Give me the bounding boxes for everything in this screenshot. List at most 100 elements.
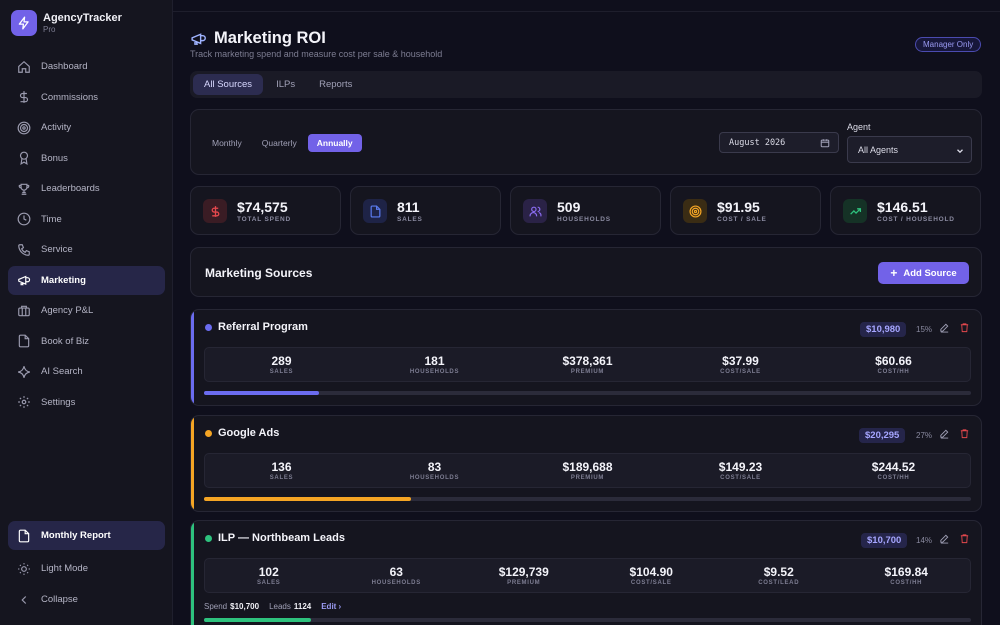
tab-reports[interactable]: Reports — [319, 79, 353, 90]
stat-value: $146.51 — [877, 199, 928, 215]
sidebar-item-label: Service — [41, 244, 73, 255]
source-accent — [191, 310, 194, 405]
megaphone-icon — [190, 30, 207, 47]
agent-select[interactable]: All Agents — [847, 136, 972, 163]
metric-value: 102 — [258, 565, 279, 579]
clock-icon — [17, 212, 31, 226]
pencil-icon[interactable] — [939, 428, 950, 439]
source-percent: 27% — [916, 431, 933, 440]
metric-label: HOUSEHOLDS — [371, 580, 421, 586]
collapse-button[interactable]: Collapse — [8, 584, 165, 615]
pencil-icon[interactable] — [939, 322, 950, 333]
tab-all-sources[interactable]: All Sources — [193, 74, 264, 95]
source-metrics: 102 SALES 63 HOUSEHOLDS $129,739 PREMIUM $1… — [204, 558, 971, 593]
light-mode-toggle[interactable]: Light Mode — [8, 553, 165, 584]
sidebar-item-book-of-biz[interactable]: Book of Biz — [8, 327, 165, 356]
metric-label: COST/LEAD — [758, 580, 800, 586]
app-name: AgencyTracker — [43, 11, 122, 24]
source-accent — [191, 521, 194, 625]
trash-icon[interactable] — [959, 322, 970, 333]
sidebar-item-ai-search[interactable]: AI Search — [8, 357, 165, 386]
calendar-icon[interactable] — [820, 138, 830, 148]
plus-icon: + — [890, 266, 898, 280]
leads-value: 1124 — [293, 602, 312, 611]
period-toggle: Monthly Quarterly Annually — [203, 134, 364, 152]
spend-progress-fill — [204, 497, 412, 501]
metric: $129,739 PREMIUM — [460, 559, 588, 592]
sun-icon — [17, 562, 31, 576]
page-subtitle: Track marketing spend and measure cost p… — [190, 49, 443, 59]
file-icon — [363, 199, 387, 223]
section-title: Marketing Sources — [205, 266, 313, 280]
metric: 289 SALES — [205, 348, 358, 381]
dollar-icon — [17, 90, 31, 104]
trash-icon[interactable] — [959, 428, 970, 439]
metric-value: $37.99 — [722, 354, 759, 368]
sidebar: AgencyTracker Pro Dashboard Commissions … — [0, 0, 173, 625]
sidebar-nav: Dashboard Commissions Activity Bonus Lea… — [8, 52, 165, 418]
sidebar-item-label: Activity — [41, 122, 72, 133]
stat-label: COST / SALE — [717, 216, 767, 223]
page-title: Marketing ROI — [214, 29, 326, 47]
sidebar-item-label: Dashboard — [41, 61, 88, 72]
date-picker[interactable]: August 2026 — [719, 132, 839, 153]
metric-value: 63 — [389, 565, 403, 579]
sidebar-item-agency-pl[interactable]: Agency P&L — [8, 296, 165, 325]
metric-label: COST/HH — [877, 475, 910, 481]
metric-value: 181 — [424, 354, 445, 368]
stat-card-households: 509 HOUSEHOLDS — [510, 186, 661, 235]
sparkle-icon — [17, 365, 31, 379]
filter-panel: Monthly Quarterly Annually August 2026 A… — [190, 109, 982, 175]
leads-label: Leads — [269, 602, 291, 611]
sidebar-item-activity[interactable]: Activity — [8, 113, 165, 142]
source-metrics: 289 SALES 181 HOUSEHOLDS $378,361 PREMIUM $… — [204, 347, 971, 382]
source-card-google-ads: Google Ads $20,295 27% 136 SALES 83 HOUSEH… — [190, 415, 982, 512]
spend-progress-track — [204, 497, 971, 501]
sidebar-item-label: Settings — [41, 396, 76, 408]
sidebar-item-settings[interactable]: Settings — [8, 388, 165, 417]
add-source-button[interactable]: + Add Source — [878, 262, 969, 284]
edit-link[interactable]: Edit › — [321, 602, 342, 611]
metric: 102 SALES — [205, 559, 333, 592]
spend-progress-fill — [204, 618, 312, 622]
period-monthly[interactable]: Monthly — [212, 138, 242, 148]
file-icon — [17, 529, 31, 543]
period-annually[interactable]: Annually — [307, 134, 362, 152]
sidebar-item-service[interactable]: Service — [8, 235, 165, 264]
metric-label: PREMIUM — [570, 475, 605, 481]
metric-label: COST/SALE — [720, 475, 761, 481]
sidebar-item-label: Book of Biz — [41, 335, 90, 347]
stat-label: HOUSEHOLDS — [557, 216, 611, 223]
monthly-report-button[interactable]: Monthly Report — [8, 521, 165, 550]
users-icon — [523, 199, 547, 223]
period-quarterly[interactable]: Quarterly — [261, 138, 297, 148]
source-name: ILP — Northbeam Leads — [218, 532, 345, 544]
stat-card-total-spend: $74,575 TOTAL SPEND — [190, 186, 341, 235]
metric-label: HOUSEHOLDS — [409, 475, 460, 481]
brand[interactable]: AgencyTracker Pro — [11, 10, 122, 36]
stat-card-sales: 811 SALES — [350, 186, 501, 235]
source-dot — [205, 430, 212, 437]
metric: $104.90 COST/SALE — [588, 559, 716, 592]
add-source-label: Add Source — [903, 267, 957, 279]
sidebar-item-bonus[interactable]: Bonus — [8, 144, 165, 173]
chevron-left-icon — [17, 593, 31, 607]
divider — [173, 11, 1000, 12]
briefcase-icon — [17, 304, 31, 318]
chevron-down-icon — [955, 146, 965, 156]
stat-label: SALES — [397, 216, 423, 223]
source-metrics: 136 SALES 83 HOUSEHOLDS $189,688 PREMIUM $1… — [204, 453, 971, 488]
sidebar-item-marketing[interactable]: Marketing — [8, 265, 165, 295]
stat-card-cost-per-sale: $91.95 COST / SALE — [670, 186, 821, 235]
app-tier: Pro — [43, 24, 56, 34]
spend-progress-fill — [204, 391, 320, 395]
pencil-icon[interactable] — [939, 533, 950, 544]
trash-icon[interactable] — [959, 533, 970, 544]
source-dot — [205, 324, 212, 331]
sidebar-item-leaderboards[interactable]: Leaderboards — [8, 174, 165, 203]
date-value: August 2026 — [729, 137, 786, 148]
sidebar-item-time[interactable]: Time — [8, 205, 165, 234]
sidebar-item-dashboard[interactable]: Dashboard — [8, 52, 165, 81]
tab-ilps[interactable]: ILPs — [276, 79, 296, 90]
sidebar-item-commissions[interactable]: Commissions — [8, 83, 165, 112]
